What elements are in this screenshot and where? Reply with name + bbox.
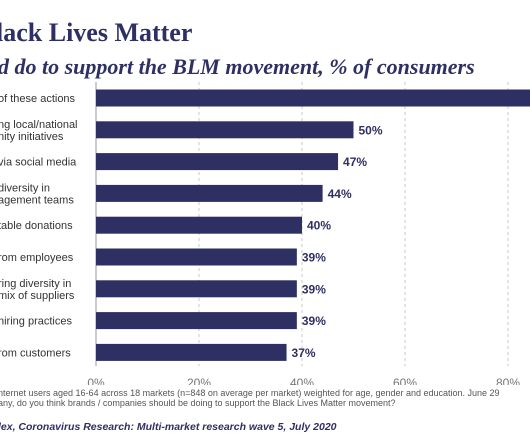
bar (96, 153, 339, 171)
bar (96, 89, 530, 107)
category-label: diversity in (0, 182, 50, 194)
footnote-line-2: any, do you think brands / companies sho… (0, 398, 396, 408)
bar (96, 280, 297, 298)
category-label: hiring practices (0, 316, 72, 328)
category-label: ng local/national (0, 119, 78, 131)
bar (96, 121, 354, 139)
chart-subtitle: d do to support the BLM movement, % of c… (0, 54, 475, 79)
bar (96, 312, 297, 330)
x-tick-label: 40% (290, 376, 314, 385)
x-tick-label: 80% (496, 376, 520, 385)
bar (96, 248, 297, 266)
value-label: 39% (302, 251, 326, 265)
category-label: ring diversity in (0, 278, 71, 290)
footnote: nternet users aged 16-64 across 18 marke… (0, 388, 500, 408)
category-label: of these actions (0, 93, 76, 105)
x-tick-label: 60% (393, 376, 417, 385)
x-tick-label: 0% (87, 376, 105, 385)
bar (96, 343, 287, 361)
value-label: 37% (292, 346, 316, 360)
category-label: mix of suppliers (0, 290, 75, 302)
bar (96, 216, 302, 234)
value-label: 39% (302, 282, 326, 296)
x-tick-label: 20% (187, 376, 211, 385)
chart-title: lack Lives Matter (0, 18, 193, 47)
footnote-line-1: nternet users aged 16-64 across 18 marke… (0, 388, 500, 398)
value-label: 39% (302, 314, 326, 328)
category-label: nity initiatives (0, 131, 64, 143)
bar (96, 184, 323, 202)
category-label: via social media (0, 157, 77, 169)
value-label: 47% (343, 155, 367, 169)
source-note: lex, Coronavirus Research: Multi-market … (0, 421, 337, 433)
value-label: 40% (307, 219, 331, 233)
category-label: rom employees (0, 252, 74, 264)
category-label: rom customers (0, 347, 71, 359)
value-label: 50% (359, 123, 383, 137)
bar-chart: 0% 20% 40% 60% 80% of these actions ng local/n… (0, 82, 530, 385)
value-label: 44% (328, 187, 352, 201)
category-label: agement teams (0, 194, 74, 206)
category-label: table donations (0, 220, 73, 232)
